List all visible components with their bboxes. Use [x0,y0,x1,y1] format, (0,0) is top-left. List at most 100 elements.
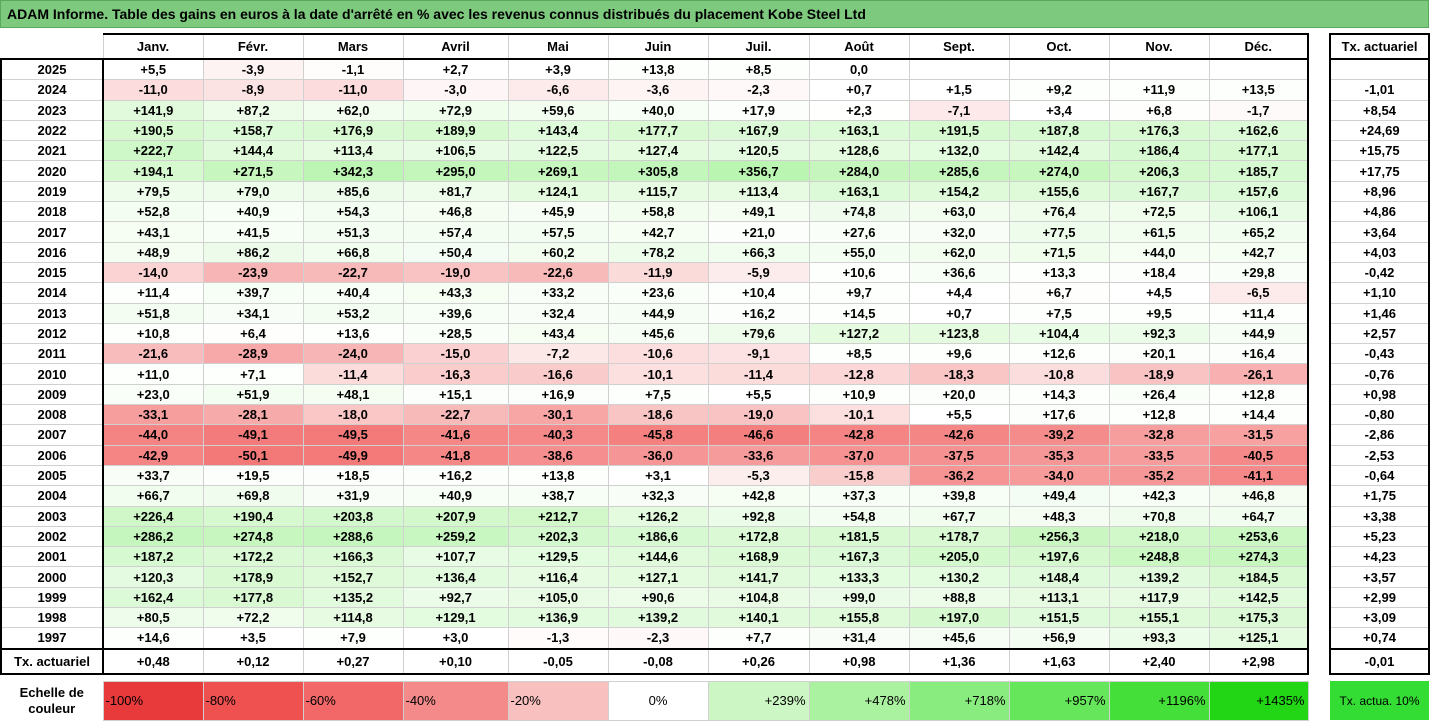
gain-cell: +6,7 [1008,282,1110,304]
gain-cell: +52,8 [102,201,204,223]
gain-cell: -1,7 [1208,99,1309,121]
gain-cell: +48,3 [1008,505,1110,527]
tx-cell: -0,43 [1329,343,1430,365]
gain-cell: +99,0 [808,586,910,609]
year-row: 2020 +194,1 +271,5 +342,3 +295,0 +269,1 +305,8… [0,160,1430,182]
year: 2024 [0,79,104,101]
gain-cell: +197,0 [908,607,1010,629]
gain-cell: +43,4 [507,322,609,345]
gain-cell: -44,0 [102,424,204,446]
gain-cell: +48,9 [102,241,204,263]
gain-cell: +14,6 [102,627,204,650]
month-header: Mai [507,33,609,60]
gain-cell: +32,3 [607,485,709,507]
year-row: 2001 +187,2 +172,2 +166,3 +107,7 +129,5 +144,6… [0,546,1430,568]
gain-cell: +16,4 [1208,343,1309,365]
year-row: 1998 +80,5 +72,2 +114,8 +129,1 +136,9 +139,2 +1… [0,607,1430,629]
gain-cell: +274,0 [1008,160,1110,182]
total-cell: +0,27 [302,647,404,675]
gain-cell: +106,1 [1208,201,1309,223]
gain-cell: +5,5 [707,383,810,406]
gain-cell: +6,8 [1108,99,1210,121]
gain-cell: +113,1 [1008,586,1110,609]
tx-cell: +4,23 [1329,546,1430,568]
gap [708,674,809,682]
gain-cell: +55,0 [808,241,910,263]
gain-cell: -33,1 [102,404,204,426]
gain-cell: -33,5 [1108,444,1210,466]
spacer [1308,485,1330,507]
gain-cell: +41,5 [202,221,304,243]
year: 2006 [0,444,104,466]
tx-cell: +0,98 [1329,383,1430,406]
gain-cell: +51,9 [202,383,304,406]
gain-cell: +206,3 [1108,160,1210,182]
gain-cell: +92,8 [707,505,810,527]
spacer [1308,627,1330,649]
total-cell: +0,48 [102,647,204,675]
year: 2009 [0,383,104,406]
scale-label: Echelle de couleur [19,684,84,716]
gain-cell: +49,1 [707,201,810,223]
gain-cell: +128,6 [808,140,910,162]
gain-cell: +71,5 [1008,241,1110,263]
gain-cell: +12,6 [1008,343,1110,365]
gap [103,674,203,682]
gain-cell: +38,7 [507,485,609,507]
year: 2021 [0,140,104,162]
total-tx: -0,01 [1329,647,1430,675]
gain-cell: -30,1 [507,404,609,426]
gain-cell: +23,0 [102,383,204,406]
gain-cell: -19,0 [402,261,509,284]
gain-cell: +78,2 [607,241,709,263]
gain-cell: +356,7 [707,160,810,182]
year: 2004 [0,485,104,507]
gain-cell: +3,0 [402,627,509,650]
year-row: 2023 +141,9 +87,2 +62,0 +72,9 +59,6 +40,0 +17,9… [0,99,1430,121]
gain-cell: -11,4 [707,363,810,385]
tx-cell: +15,75 [1329,140,1430,162]
gain-cell: -22,6 [507,261,609,284]
gains-table: Janv. Févr. Mars Avril Mai Juin Juil. Août Sept.… [0,33,1430,721]
gain-cell: +0,7 [908,302,1010,324]
spacer [1308,424,1330,446]
gain-cell: -2,3 [707,79,810,101]
total-cell: +0,26 [707,647,810,675]
gain-cell: +148,4 [1008,566,1110,588]
gain-cell: +42,8 [707,485,810,507]
gain-cell: -10,1 [808,404,910,426]
gap [1308,674,1330,682]
gain-cell: +11,9 [1108,79,1210,101]
month-header: Sept. [908,33,1010,60]
gain-cell: +181,5 [808,525,910,548]
gain-cell: +286,2 [102,525,204,548]
year-row: 1999 +162,4 +177,8 +135,2 +92,7 +105,0 +90,6 +1… [0,586,1430,609]
gain-cell: +13,6 [302,322,404,345]
gain-cell: -18,6 [607,404,709,426]
gain-cell: +16,9 [507,383,609,406]
gain-cell: +21,0 [707,221,810,243]
gain-cell: +212,7 [507,505,609,527]
gain-cell: +259,2 [402,525,509,548]
gain-cell: +48,1 [302,383,404,406]
gain-cell: +154,2 [908,180,1010,203]
gain-cell: +285,6 [908,160,1010,182]
gain-cell: +133,3 [808,566,910,588]
gain-cell: +274,8 [202,525,304,548]
gain-cell: +218,0 [1108,525,1210,548]
gain-cell: +42,7 [607,221,709,243]
gain-cell: -34,0 [1008,464,1110,487]
gain-cell: +20,0 [908,383,1010,406]
year: 2016 [0,241,104,263]
spacer [1308,384,1330,405]
gain-cell: +63,0 [908,201,1010,223]
year: 2019 [0,180,104,203]
gain-cell: -8,9 [202,79,304,101]
year: 2017 [0,221,104,243]
gain-cell: 0,0 [808,58,910,81]
year-row: 2006 -42,9 -50,1 -49,9 -41,8 -38,6 -36,0 -33,6-… [0,444,1430,466]
tx-cell: -2,53 [1329,444,1430,466]
gain-cell: -41,8 [402,444,509,466]
gain-cell: +9,5 [1108,302,1210,324]
gain-cell: +155,6 [1008,180,1110,203]
